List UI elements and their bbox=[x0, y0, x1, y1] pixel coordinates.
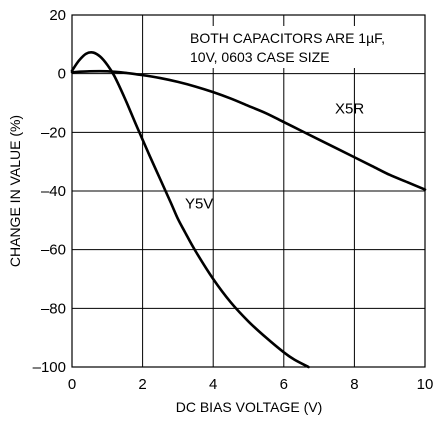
y-tick-label: –20 bbox=[41, 124, 66, 141]
x-tick-label: 0 bbox=[68, 376, 76, 393]
annotation-line-1: BOTH CAPACITORS ARE 1µF, bbox=[190, 30, 385, 46]
y-tick-label: –80 bbox=[41, 300, 66, 317]
plot-frame bbox=[71, 14, 426, 368]
x-tick-label: 4 bbox=[209, 376, 217, 393]
curve-labels: X5R Y5V bbox=[185, 100, 364, 212]
annotation-bg bbox=[185, 26, 421, 68]
y-tick-label: –100 bbox=[33, 359, 66, 376]
y-axis-title: CHANGE IN VALUE (%) bbox=[7, 115, 23, 267]
x-tick-label: 2 bbox=[138, 376, 146, 393]
tick-labels: 0 2 4 6 8 10 20 0 –20 –40 –60 –80 –100 bbox=[33, 7, 434, 393]
series-group bbox=[70, 51, 427, 369]
x-tick-label: 10 bbox=[417, 376, 434, 393]
y-tick-label: 0 bbox=[58, 66, 66, 83]
series-line-y5v bbox=[70, 51, 310, 369]
y-tick-label: 20 bbox=[49, 7, 66, 24]
y-tick-label: –60 bbox=[41, 242, 66, 259]
curve-label-x5r: X5R bbox=[335, 100, 364, 117]
x-tick-label: 8 bbox=[350, 376, 358, 393]
curve-label-y5v: Y5V bbox=[185, 196, 213, 213]
series-line-x5r bbox=[70, 69, 427, 191]
x-tick-label: 6 bbox=[280, 376, 288, 393]
annotation-line-2: 10V, 0603 CASE SIZE bbox=[190, 49, 330, 65]
x-axis-title: DC BIAS VOLTAGE (V) bbox=[176, 399, 323, 415]
annotation: BOTH CAPACITORS ARE 1µF, 10V, 0603 CASE … bbox=[185, 26, 421, 68]
y-tick-label: –40 bbox=[41, 183, 66, 200]
